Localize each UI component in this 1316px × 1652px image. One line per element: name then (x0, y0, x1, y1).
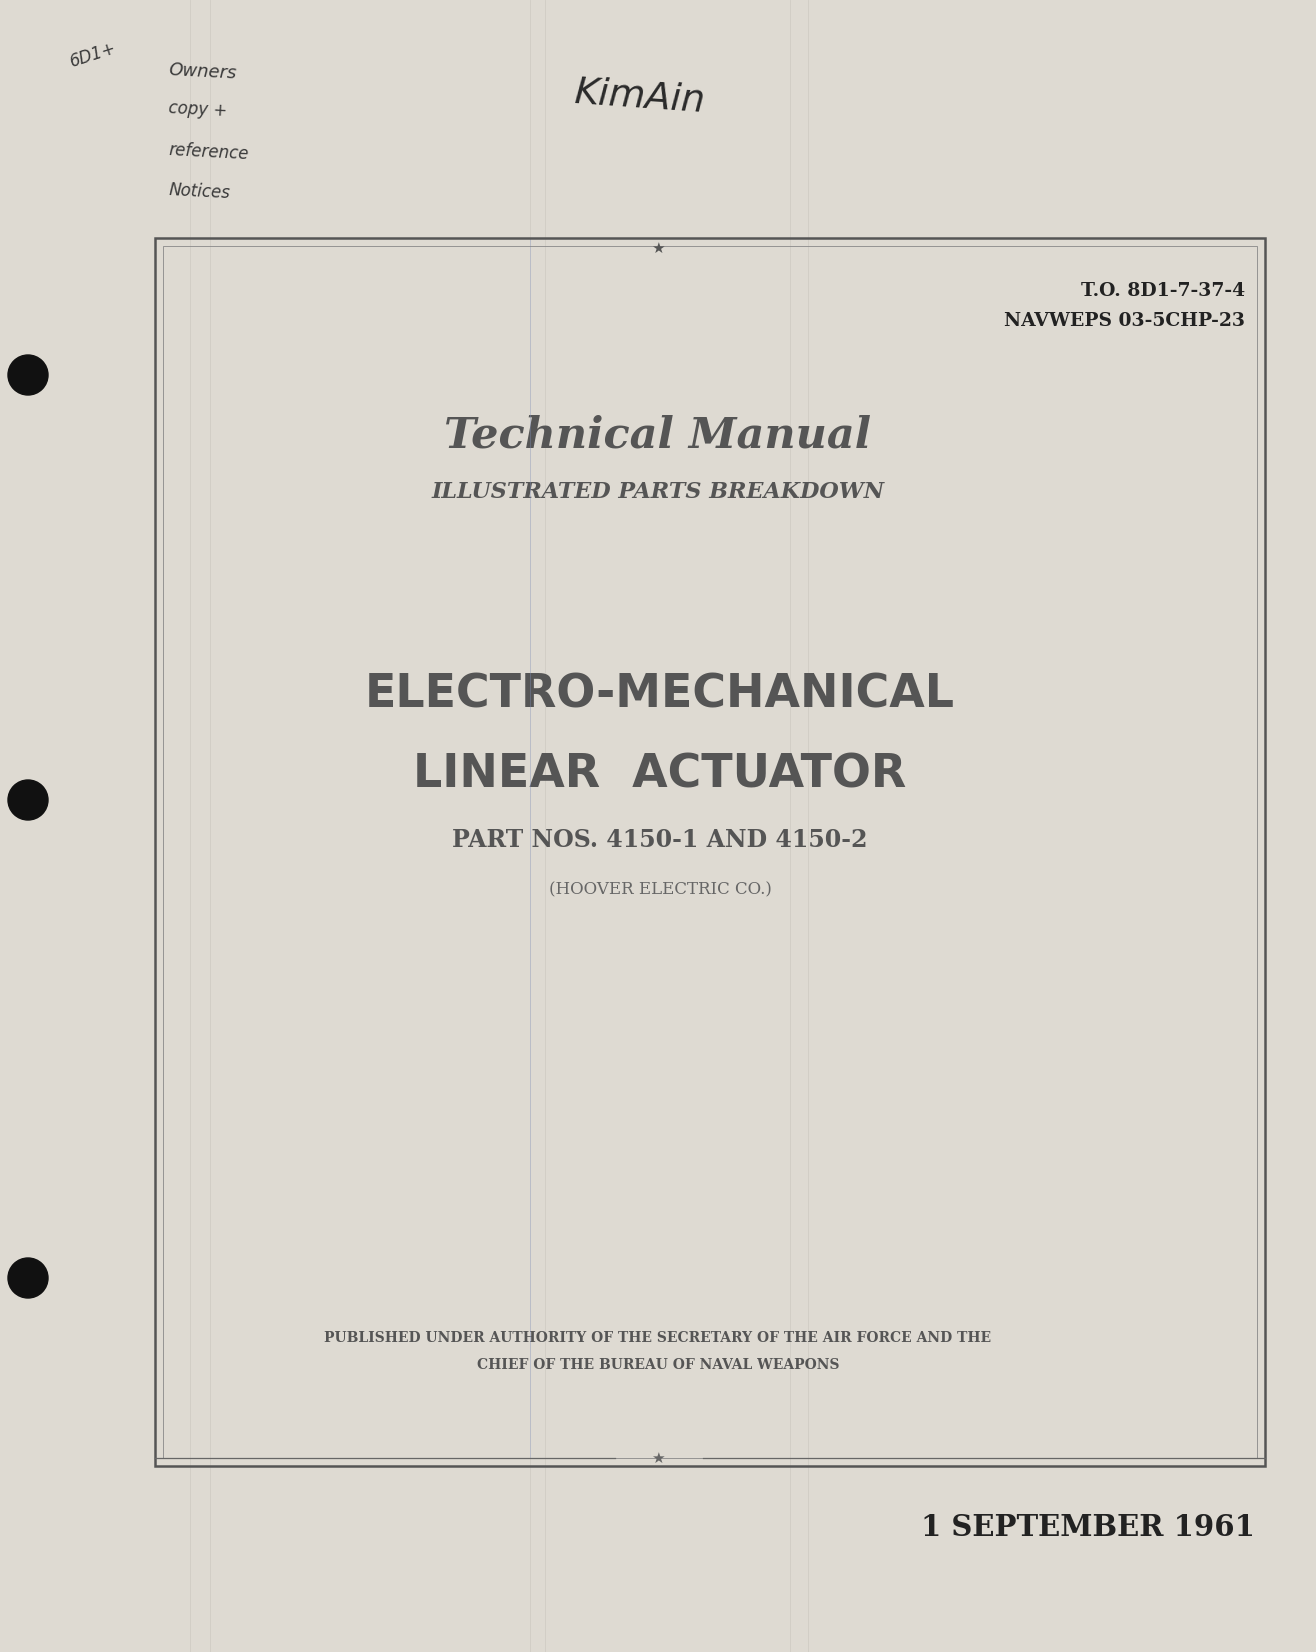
Bar (163, 246, 1257, 1459)
Text: Owners: Owners (168, 61, 237, 83)
Text: ELECTRO-MECHANICAL: ELECTRO-MECHANICAL (365, 672, 955, 717)
Circle shape (8, 355, 47, 395)
Text: ★: ★ (651, 241, 665, 256)
Bar (155, 238, 1265, 1465)
Circle shape (8, 1259, 47, 1298)
Text: CHIEF OF THE BUREAU OF NAVAL WEAPONS: CHIEF OF THE BUREAU OF NAVAL WEAPONS (476, 1358, 840, 1373)
Text: reference: reference (168, 140, 249, 164)
Text: ★: ★ (651, 1450, 665, 1465)
Text: copy +: copy + (168, 99, 228, 121)
Text: Notices: Notices (168, 182, 230, 203)
Text: 6D1+: 6D1+ (68, 40, 118, 71)
Text: LINEAR  ACTUATOR: LINEAR ACTUATOR (413, 753, 907, 798)
Text: Technical Manual: Technical Manual (445, 415, 871, 456)
Text: (HOOVER ELECTRIC CO.): (HOOVER ELECTRIC CO.) (549, 882, 771, 899)
Text: T.O. 8D1-7-37-4: T.O. 8D1-7-37-4 (1080, 282, 1245, 301)
Circle shape (8, 780, 47, 819)
Text: NAVWEPS 03-5CHP-23: NAVWEPS 03-5CHP-23 (1004, 312, 1245, 330)
Text: PUBLISHED UNDER AUTHORITY OF THE SECRETARY OF THE AIR FORCE AND THE: PUBLISHED UNDER AUTHORITY OF THE SECRETA… (325, 1332, 991, 1345)
Text: KimAin: KimAin (574, 76, 707, 121)
Text: 1 SEPTEMBER 1961: 1 SEPTEMBER 1961 (921, 1513, 1255, 1543)
Text: ILLUSTRATED PARTS BREAKDOWN: ILLUSTRATED PARTS BREAKDOWN (432, 481, 884, 502)
Text: PART NOS. 4150-1 AND 4150-2: PART NOS. 4150-1 AND 4150-2 (453, 828, 867, 852)
